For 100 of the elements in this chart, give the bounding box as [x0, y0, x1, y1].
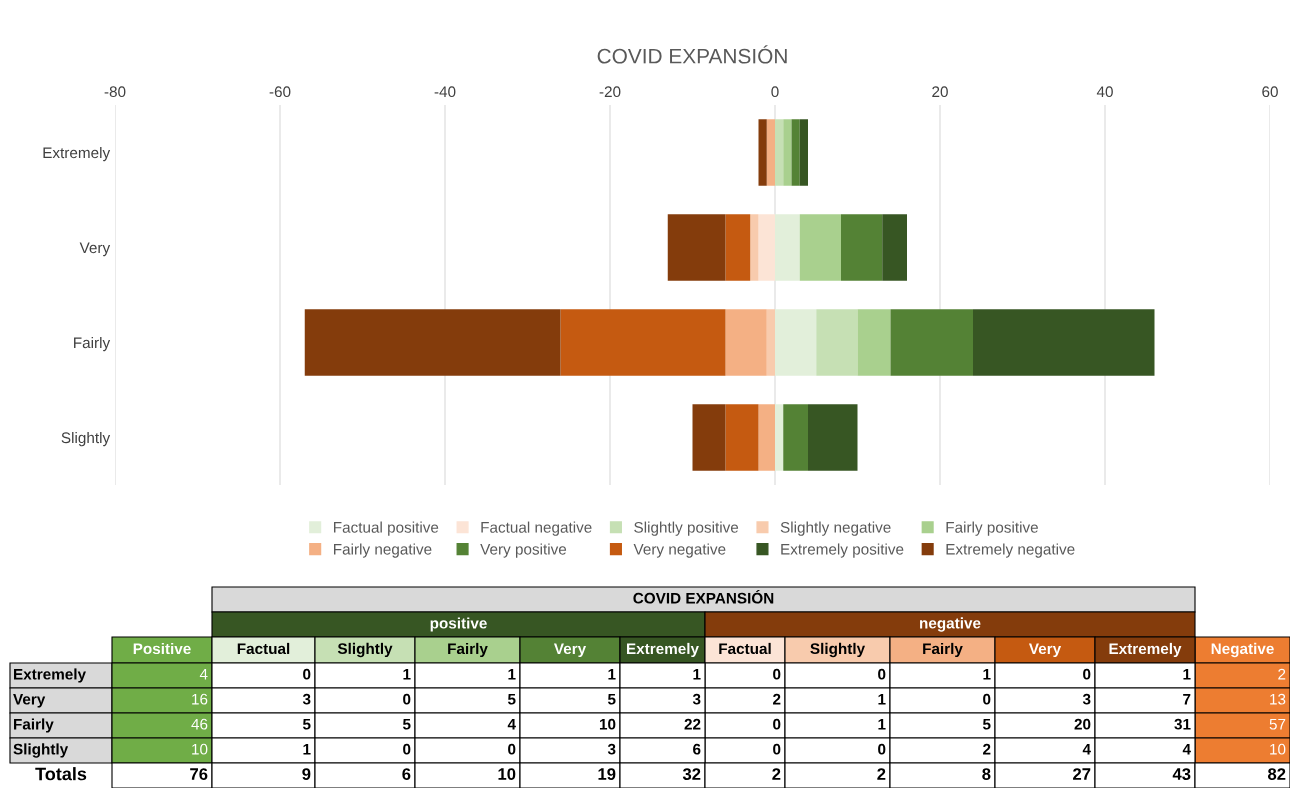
text: Slightly	[810, 642, 866, 658]
text: 32	[682, 768, 701, 780]
text: 1	[508, 668, 516, 680]
text: 1	[878, 693, 886, 705]
text: 1	[1183, 668, 1191, 680]
text: 0	[773, 668, 781, 680]
text: 1	[693, 668, 701, 680]
text: 0	[403, 693, 411, 705]
text: 1	[983, 668, 991, 680]
y-tick-label: Fairly	[74, 336, 111, 352]
text: 22	[684, 718, 701, 730]
text: 1	[303, 743, 311, 755]
x-tick-label: 0	[771, 86, 779, 98]
text: 10	[599, 718, 616, 730]
text: 1	[878, 718, 886, 730]
text: 19	[598, 768, 616, 780]
legend-label: Fairly negative	[334, 543, 432, 558]
text: 9	[302, 768, 311, 780]
text: Negative	[1211, 642, 1274, 658]
y-tick-label: Slightly	[61, 431, 111, 447]
x-tick-label: -80	[104, 86, 126, 98]
text: 0	[983, 693, 991, 705]
text: 0	[303, 668, 311, 680]
text: 0	[773, 718, 781, 730]
text: Slightly	[337, 642, 393, 658]
text: 13	[1270, 693, 1286, 705]
text: 0	[878, 743, 886, 755]
text: 8	[982, 768, 991, 780]
text: 10	[1270, 743, 1286, 755]
text: 1	[608, 668, 616, 680]
text: 2	[877, 768, 886, 780]
text: Extremely	[1109, 642, 1182, 658]
text: 6	[402, 768, 411, 780]
text: 0	[1083, 668, 1091, 680]
text: 6	[693, 743, 701, 755]
text: Extremely	[627, 642, 699, 658]
category-label: Fairly	[14, 718, 54, 733]
category-label: Very	[13, 693, 46, 708]
text: Very	[553, 643, 587, 658]
legend-label: Slightly positive	[634, 521, 739, 536]
text: 1	[403, 668, 411, 680]
text: 3	[692, 693, 701, 705]
text: 3	[607, 743, 616, 755]
text: 46	[191, 718, 208, 730]
legend-label: Slightly negative	[780, 521, 891, 536]
text: 27	[1073, 768, 1091, 780]
text: 5	[402, 718, 411, 730]
text: 10	[498, 768, 516, 780]
text: Fairly	[448, 642, 488, 658]
text: 31	[1174, 718, 1191, 730]
legend-label: Extremely positive	[781, 543, 904, 558]
text: 3	[1082, 693, 1091, 705]
text: Fairly	[923, 642, 963, 658]
text: 4	[507, 718, 516, 730]
category-label: Extremely	[14, 668, 86, 683]
text: 20	[1074, 718, 1091, 730]
text: 4	[1182, 743, 1191, 755]
text: COVID EXPANSIÓN	[633, 589, 774, 604]
text: 76	[190, 768, 208, 780]
legend-label: Extremely negative	[946, 543, 1075, 558]
y-tick-label: Extremely	[43, 146, 111, 162]
text: 0	[773, 743, 781, 755]
text: 5	[302, 718, 311, 730]
text: Very	[1028, 643, 1062, 658]
legend-label: Fairly positive	[946, 521, 1038, 536]
x-tick-label: -20	[599, 86, 621, 98]
text: 4	[1082, 743, 1091, 755]
text: 43	[1172, 768, 1191, 780]
text: 5	[507, 693, 516, 705]
text: 0	[508, 743, 516, 755]
text: 4	[199, 668, 208, 680]
text: 5	[982, 718, 991, 730]
text: 3	[302, 693, 311, 705]
y-tick-label: Very	[79, 242, 111, 257]
legend-label: Factual positive	[334, 521, 439, 536]
legend-label: Very positive	[480, 543, 567, 558]
legend-label: Factual negative	[481, 521, 592, 536]
text: 5	[607, 693, 616, 705]
text: 2	[773, 693, 781, 705]
text: 10	[192, 743, 208, 755]
text: 2	[1278, 668, 1286, 680]
x-tick-label: 60	[1262, 86, 1278, 98]
text: negative	[920, 617, 981, 632]
text: Factual	[237, 642, 290, 655]
text: 2	[983, 743, 991, 755]
category-label: Slightly	[13, 743, 69, 758]
text: positive	[430, 617, 487, 632]
x-tick-label: -60	[269, 86, 291, 98]
legend-label: Very negative	[633, 543, 726, 558]
text: 16	[192, 693, 208, 705]
x-tick-label: -40	[434, 86, 456, 98]
chart-title: COVID EXPANSIÓN	[597, 45, 787, 64]
text: Factual	[719, 642, 771, 655]
text: 7	[1183, 693, 1191, 705]
text: 0	[403, 743, 411, 755]
text: 0	[878, 668, 886, 680]
text: 2	[772, 768, 781, 780]
x-tick-label: 20	[932, 86, 948, 98]
text: Totals	[35, 767, 87, 781]
text: Positive	[133, 642, 191, 655]
